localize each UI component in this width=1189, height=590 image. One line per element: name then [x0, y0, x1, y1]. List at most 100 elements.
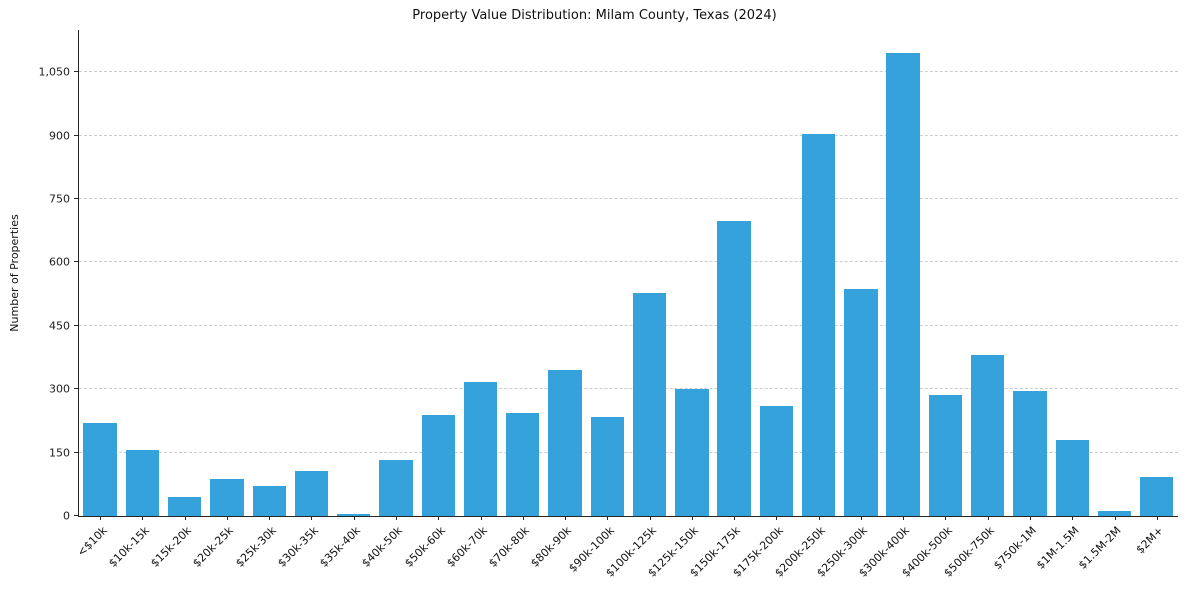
- bar: [379, 459, 413, 516]
- bar-group: $25k-30k: [233, 30, 290, 570]
- x-tick-mark: [226, 516, 228, 520]
- x-tick-label: $1M-1.5M: [1033, 524, 1082, 572]
- bar: [125, 449, 160, 516]
- x-tick-mark: [818, 516, 820, 520]
- gridline: [79, 71, 1178, 73]
- bar: [167, 496, 202, 516]
- x-tick-mark: [903, 516, 905, 520]
- plot-area: 0 150 300 450 600 750 900 1,050 <$10k $10k-15k $15…: [39, 30, 1178, 580]
- y-tick-label: 750: [49, 192, 70, 206]
- x-tick-mark: [734, 516, 736, 520]
- bar: [971, 354, 1005, 516]
- x-tick-label: $35k-40k: [317, 524, 363, 570]
- bar-group: $30k-35k: [275, 30, 332, 570]
- x-tick-label: $60k-70k: [443, 524, 490, 570]
- x-tick-mark: [565, 516, 567, 520]
- bars-container: <$10k $10k-15k $15k-20k $20k-25k $25k-30k $30…: [74, 30, 1178, 580]
- bar: [632, 292, 667, 516]
- gridline: [79, 451, 1178, 453]
- bar: [83, 423, 117, 516]
- gridline: [79, 261, 1178, 263]
- x-tick-mark: [395, 516, 397, 520]
- y-tick-mark: [74, 261, 79, 263]
- y-tick-label: 450: [49, 319, 70, 333]
- y-tick-label: 900: [49, 129, 70, 143]
- bar-group: $100k-125k: [603, 30, 670, 580]
- x-tick-mark: [1156, 516, 1158, 520]
- bar-group: $20k-25k: [190, 30, 248, 570]
- x-tick-mark: [353, 516, 355, 520]
- y-axis-label: Number of Properties: [8, 214, 21, 332]
- bar-group: $15k-20k: [148, 30, 206, 570]
- y-tick-mark: [74, 71, 79, 73]
- bar-group: $750k-1M: [991, 30, 1051, 572]
- bar-group: $150k-175k: [688, 30, 755, 580]
- x-tick-label: $15k-20k: [148, 524, 194, 570]
- bar: [548, 370, 582, 516]
- y-tick-label: 300: [49, 382, 70, 396]
- bar: [886, 53, 920, 516]
- x-tick-mark: [100, 516, 102, 520]
- x-tick-mark: [691, 516, 693, 520]
- bar: [717, 221, 751, 516]
- x-tick-mark: [184, 516, 186, 520]
- gridline: [79, 324, 1178, 326]
- bar: [294, 471, 329, 516]
- x-tick-mark: [987, 516, 989, 520]
- bar-group: $35k-40k: [317, 30, 375, 570]
- x-tick-label: $10k-15k: [105, 524, 152, 570]
- bar-group: $80k-90k: [529, 30, 586, 570]
- bar: [506, 412, 540, 516]
- x-tick-mark: [776, 516, 778, 520]
- bar-group: $70k-80k: [486, 30, 544, 570]
- gridline: [79, 388, 1178, 390]
- bar: [421, 415, 455, 516]
- bar: [844, 288, 878, 516]
- x-tick-label: <$10k: [74, 524, 110, 560]
- x-tick-label: $30k-35k: [274, 524, 321, 570]
- bar-group: $1M-1.5M: [1034, 30, 1093, 572]
- bar: [1055, 439, 1089, 516]
- bar-group: $1.5M-2M: [1076, 30, 1135, 572]
- x-tick-label: $1.5M-2M: [1076, 524, 1124, 572]
- y-tick-mark: [74, 451, 79, 453]
- bar: [252, 486, 286, 516]
- bar-group: $2M+: [1134, 30, 1178, 556]
- y-tick-mark: [74, 134, 79, 136]
- bar-group: $125k-150k: [645, 30, 713, 580]
- chart-title: Property Value Distribution: Milam Count…: [412, 8, 777, 23]
- x-tick-label: $70k-80k: [486, 524, 532, 570]
- y-tick-mark: [74, 515, 79, 516]
- x-tick-mark: [480, 516, 482, 520]
- y-tick-mark: [74, 324, 79, 326]
- bar-group: $500k-750k: [941, 30, 1009, 580]
- x-tick-mark: [522, 516, 524, 520]
- x-tick-label: $25k-30k: [232, 524, 279, 570]
- x-tick-label: $50k-60k: [401, 524, 448, 570]
- y-tick-label: 1,050: [38, 65, 71, 79]
- bar-group: $40k-50k: [359, 30, 417, 570]
- x-tick-label: $20k-25k: [190, 524, 237, 570]
- bar-group: $175k-200k: [730, 30, 797, 580]
- x-tick-label: $2M+: [1133, 524, 1166, 557]
- bar-group: $50k-60k: [402, 30, 459, 570]
- bar: [1013, 390, 1047, 516]
- x-tick-label: $750k-1M: [991, 524, 1040, 572]
- bar-group: $250k-300k: [814, 30, 882, 580]
- x-tick-mark: [945, 516, 947, 520]
- bar-group: $10k-15k: [106, 30, 163, 570]
- bar-group: $400k-500k: [899, 30, 966, 580]
- bar: [675, 389, 709, 516]
- x-tick-mark: [438, 516, 440, 520]
- x-tick-mark: [649, 516, 651, 520]
- x-tick-mark: [142, 516, 144, 520]
- bar: [759, 405, 794, 516]
- x-tick-mark: [860, 516, 862, 520]
- gridline: [79, 198, 1178, 200]
- x-tick-mark: [1029, 516, 1031, 520]
- bar-group: <$10k: [74, 30, 121, 559]
- bar: [210, 479, 244, 516]
- bar: [928, 394, 963, 516]
- bar-group: $300k-400k: [857, 30, 924, 580]
